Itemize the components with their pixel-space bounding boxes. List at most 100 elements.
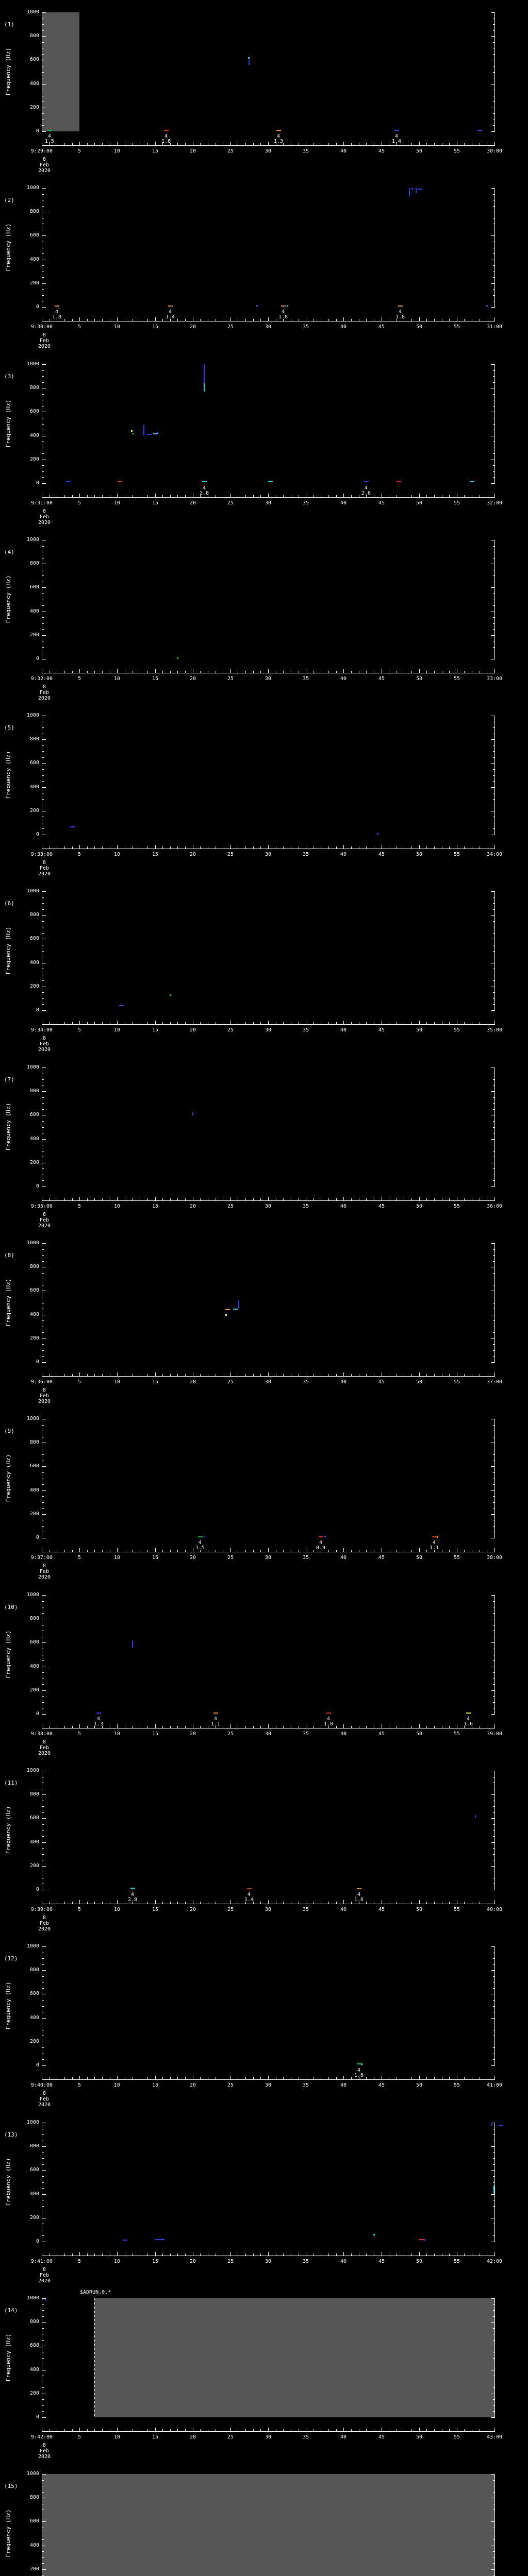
- spectrogram-event: [432, 1536, 437, 1537]
- phase-mark-value: 2.8: [127, 1897, 138, 1903]
- x-axis-line: [42, 1024, 495, 1025]
- x-tick: [366, 1022, 367, 1024]
- spectrogram-panel: (12) Frequency (Hz) 0 200 400 600 800 1000 9:40:…: [0, 1934, 528, 2110]
- y-tick: [42, 2411, 44, 2412]
- x-tick-label: 10: [113, 676, 121, 682]
- y-tick-label: 200: [29, 2215, 39, 2221]
- x-tick: [366, 495, 367, 497]
- y-tick: [42, 42, 44, 43]
- x-tick: [72, 846, 73, 849]
- x-tick-label: 30: [265, 1027, 272, 1033]
- right-axis-line: [494, 12, 495, 132]
- y-tick: [42, 1842, 46, 1843]
- right-tick: [493, 1496, 494, 1497]
- x-tick: [102, 1022, 103, 1024]
- x-tick: [245, 2077, 246, 2079]
- x-tick: [185, 2253, 186, 2256]
- x-tick: [260, 2077, 261, 2079]
- right-tick: [491, 915, 494, 916]
- x-tick-label: 20: [189, 324, 196, 330]
- right-tick: [493, 1613, 494, 1614]
- y-tick-label: 0: [36, 1007, 39, 1013]
- x-tick: [185, 1902, 186, 1904]
- spectrogram-event: [287, 305, 288, 307]
- x-tick: [449, 1198, 450, 1200]
- x-tick: [411, 495, 412, 497]
- date-line: 2020: [38, 168, 51, 174]
- date-line: 8: [42, 1387, 46, 1393]
- y-tick: [42, 1273, 44, 1274]
- phase-mark-top: 4: [47, 133, 52, 139]
- x-tick: [336, 319, 337, 321]
- x-tick-label: 40: [340, 2259, 347, 2264]
- y-tick-label: 0: [36, 656, 39, 662]
- date-line: 2020: [38, 1223, 51, 1229]
- panel-index-label: (9): [4, 1428, 14, 1434]
- x-tick: [419, 317, 420, 321]
- x-tick-label: 55: [453, 1555, 460, 1561]
- y-tick: [42, 253, 44, 254]
- y-tick: [42, 2134, 44, 2135]
- y-tick-label: 600: [29, 1815, 39, 1821]
- x-tick: [230, 2252, 231, 2256]
- right-axis-line: [494, 1595, 495, 1715]
- right-tick: [493, 2182, 494, 2183]
- y-axis-title: Frequency (Hz): [5, 223, 12, 272]
- x-tick-label: 45: [378, 676, 385, 682]
- x-tick: [162, 143, 163, 145]
- x-tick-label: 20: [189, 1555, 196, 1561]
- spectrogram-panel: (13) Frequency (Hz) 0 200 400 600 800 1000 9:41:…: [0, 2110, 528, 2286]
- phase-mark-top: 4: [276, 133, 280, 139]
- right-axis-line: [494, 2123, 495, 2242]
- right-tick: [493, 376, 494, 377]
- right-tick: [491, 763, 494, 764]
- y-tick: [42, 1794, 46, 1795]
- x-tick: [336, 1022, 337, 1024]
- y-axis-title: Frequency (Hz): [5, 1981, 12, 2030]
- right-tick: [493, 1454, 494, 1455]
- x-tick: [177, 1902, 178, 1904]
- right-tick: [493, 1601, 494, 1602]
- right-tick: [491, 1946, 494, 1947]
- spectrogram-event: [409, 188, 410, 196]
- y-tick-label: 600: [29, 936, 39, 941]
- x-tick: [245, 1198, 246, 1200]
- y-tick-label: 600: [29, 232, 39, 238]
- y-tick-label: 400: [29, 784, 39, 790]
- y-tick-label: 0: [36, 2414, 39, 2420]
- x-tick: [117, 845, 118, 849]
- x-tick: [268, 1021, 269, 1024]
- y-tick: [42, 2539, 44, 2540]
- y-tick: [42, 757, 44, 758]
- y-tick-label: 0: [36, 1711, 39, 1717]
- x-tick: [185, 846, 186, 849]
- x-tick-label: 15: [152, 1379, 159, 1385]
- spectrogram-event: [143, 425, 144, 435]
- y-tick: [42, 2551, 44, 2552]
- x-tick-label: 40: [340, 148, 347, 154]
- spectrogram-event: [326, 1713, 331, 1714]
- x-tick-label: 35: [302, 1555, 309, 1561]
- x-tick: [260, 1198, 261, 1200]
- x-tick: [328, 143, 329, 145]
- y-tick: [42, 992, 44, 993]
- x-tick-label: 55: [453, 2259, 460, 2264]
- y-tick: [42, 2065, 46, 2066]
- y-tick: [42, 453, 44, 454]
- x-tick-label: 25: [227, 1555, 234, 1561]
- x-tick-label: 55: [453, 2082, 460, 2088]
- right-tick: [491, 483, 494, 484]
- y-tick-label: 400: [29, 1136, 39, 1142]
- y-tick: [42, 951, 44, 952]
- x-tick-label: 45: [378, 1204, 385, 1209]
- y-tick: [42, 1243, 46, 1244]
- right-tick: [493, 605, 494, 606]
- y-tick: [42, 483, 46, 484]
- y-tick: [42, 1496, 44, 1497]
- phase-mark-top: 4: [319, 1540, 323, 1546]
- spectrogram-event: [204, 1536, 205, 1537]
- x-tick-label: 25: [227, 1731, 234, 1737]
- right-tick: [493, 1526, 494, 1527]
- x-tick: [260, 1022, 261, 1024]
- x-tick-label: 30: [265, 1555, 272, 1561]
